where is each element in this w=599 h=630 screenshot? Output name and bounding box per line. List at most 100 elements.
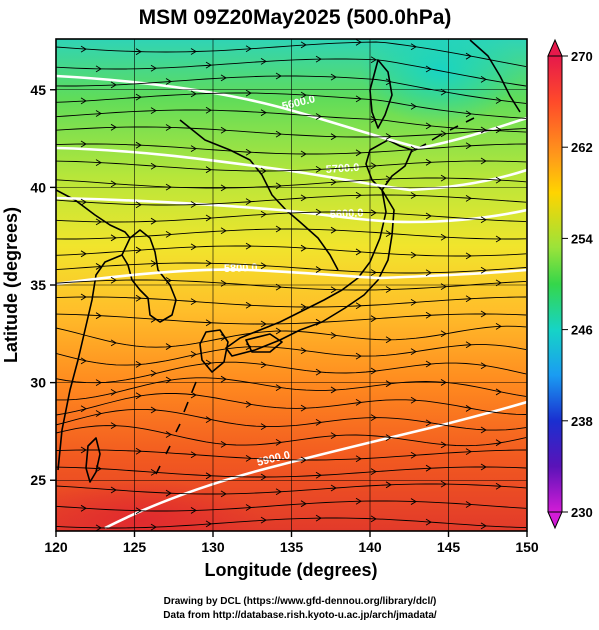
height-contours <box>56 74 527 530</box>
x-tick-label: 130 <box>201 539 225 555</box>
footer-credit-data: Data from http://database.rish.kyoto-u.a… <box>163 610 437 621</box>
wind-arrowhead <box>410 451 417 459</box>
wind-arrowhead <box>135 246 142 254</box>
wind-arrowhead <box>465 295 472 303</box>
wind-arrowhead <box>150 315 157 323</box>
wind-arrowhead <box>330 484 337 492</box>
wind-arrowhead <box>110 276 117 284</box>
wind-arrowhead <box>166 537 171 543</box>
wind-arrowhead <box>205 214 212 222</box>
x-axis-ticks: 120 125 130 135 140 145 150 <box>44 531 539 555</box>
wind-arrowhead <box>150 107 157 114</box>
colorbar-tick-label: 246 <box>571 323 593 338</box>
x-tick-label: 150 <box>515 539 539 555</box>
wind-arrowhead <box>496 542 501 548</box>
y-tick-label: 30 <box>30 375 46 391</box>
plot-area: 5600.0 5700.0 5600.0 5800.0 5900.0 <box>56 39 527 548</box>
colorbar-top-arrow <box>547 38 563 57</box>
wind-arrowhead <box>465 405 472 412</box>
wind-arrowhead <box>190 391 197 399</box>
wind-arrowhead <box>135 93 142 101</box>
wind-arrowhead <box>355 191 362 199</box>
wind-arrowhead <box>370 269 377 276</box>
wind-arrowhead <box>300 244 307 252</box>
colorbar-ticks: 270 262 254 246 238 230 <box>562 49 593 520</box>
wind-arrowhead <box>260 262 267 270</box>
wind-arrowhead <box>385 133 392 140</box>
wind-arrowhead <box>300 456 307 464</box>
wind-arrowhead <box>80 446 87 454</box>
wind-arrowhead <box>355 455 362 463</box>
wind-arrowhead <box>80 140 87 148</box>
wind-arrowhead <box>465 142 472 150</box>
wind-arrowhead <box>80 198 87 206</box>
wind-arrowhead <box>95 159 102 167</box>
wind-arrowhead <box>220 227 227 235</box>
wind-arrowhead <box>220 334 227 341</box>
wind-arrowhead <box>275 327 282 335</box>
wind-arrowhead <box>465 52 472 60</box>
wind-arrowhead <box>315 514 322 522</box>
wind-arrowhead <box>150 217 157 225</box>
contour-line <box>56 146 527 192</box>
wind-arrowhead <box>410 498 417 505</box>
x-tick-label: 145 <box>437 539 461 555</box>
x-tick-label: 125 <box>123 539 147 555</box>
wind-arrowhead <box>480 157 487 165</box>
colorbar-bottom-arrow <box>547 511 563 530</box>
wind-arrowhead <box>440 88 447 96</box>
wind-arrowhead <box>80 504 87 512</box>
wind-arrowhead <box>190 48 197 55</box>
wind-arrowhead <box>275 384 282 391</box>
wind-arrowhead <box>355 399 362 406</box>
wind-arrowhead <box>80 405 87 413</box>
colorbar-tick-label: 254 <box>571 231 593 246</box>
wind-arrowhead <box>385 175 392 183</box>
wind-arrowhead <box>425 212 432 220</box>
wind-arrowhead <box>370 468 377 475</box>
wind-arrowhead <box>135 294 142 302</box>
wind-arrowhead <box>480 126 487 134</box>
wind-arrowhead <box>110 180 117 188</box>
contour-line <box>56 268 527 286</box>
colorbar: 270 262 254 246 238 230 <box>547 38 593 530</box>
wind-arrowhead <box>95 263 102 270</box>
wind-arrowhead <box>220 74 227 82</box>
wind-arrowhead <box>495 235 502 243</box>
wind-arrowhead <box>410 146 417 153</box>
wind-arrowhead <box>110 486 117 494</box>
wind-arrowhead <box>315 368 322 376</box>
wind-arrowhead <box>110 422 117 430</box>
wind-arrowhead <box>135 392 142 400</box>
wind-arrowhead <box>480 266 487 274</box>
wind-arrowhead <box>205 259 212 267</box>
wind-arrowhead <box>205 319 212 327</box>
colorbar-gradient <box>547 55 563 513</box>
wind-arrowhead <box>220 375 227 383</box>
wind-arrowhead <box>385 230 392 237</box>
wind-arrowhead <box>425 158 432 166</box>
wind-arrowhead <box>190 298 197 306</box>
wind-arrowhead <box>425 360 432 368</box>
wind-arrowhead <box>300 404 307 412</box>
wind-arrowhead <box>495 176 502 184</box>
wind-arrowhead <box>190 451 197 459</box>
wind-arrowhead <box>135 361 142 368</box>
wind-arrowhead <box>370 515 377 523</box>
wind-arrowhead <box>410 396 417 404</box>
wind-arrowhead <box>315 471 322 479</box>
wind-arrowhead <box>410 192 417 199</box>
y-tick-label: 40 <box>30 179 46 195</box>
wind-arrowhead <box>165 431 172 438</box>
wind-arrowhead <box>355 248 362 256</box>
wind-arrowhead <box>190 243 197 251</box>
wind-arrowhead <box>385 380 392 388</box>
x-tick-label: 120 <box>44 539 68 555</box>
wind-arrowhead <box>410 103 417 110</box>
colorbar-tick-label: 270 <box>571 49 593 64</box>
x-tick-label: 135 <box>280 539 304 555</box>
wind-arrowhead <box>150 469 157 476</box>
y-tick-label: 35 <box>30 277 46 293</box>
